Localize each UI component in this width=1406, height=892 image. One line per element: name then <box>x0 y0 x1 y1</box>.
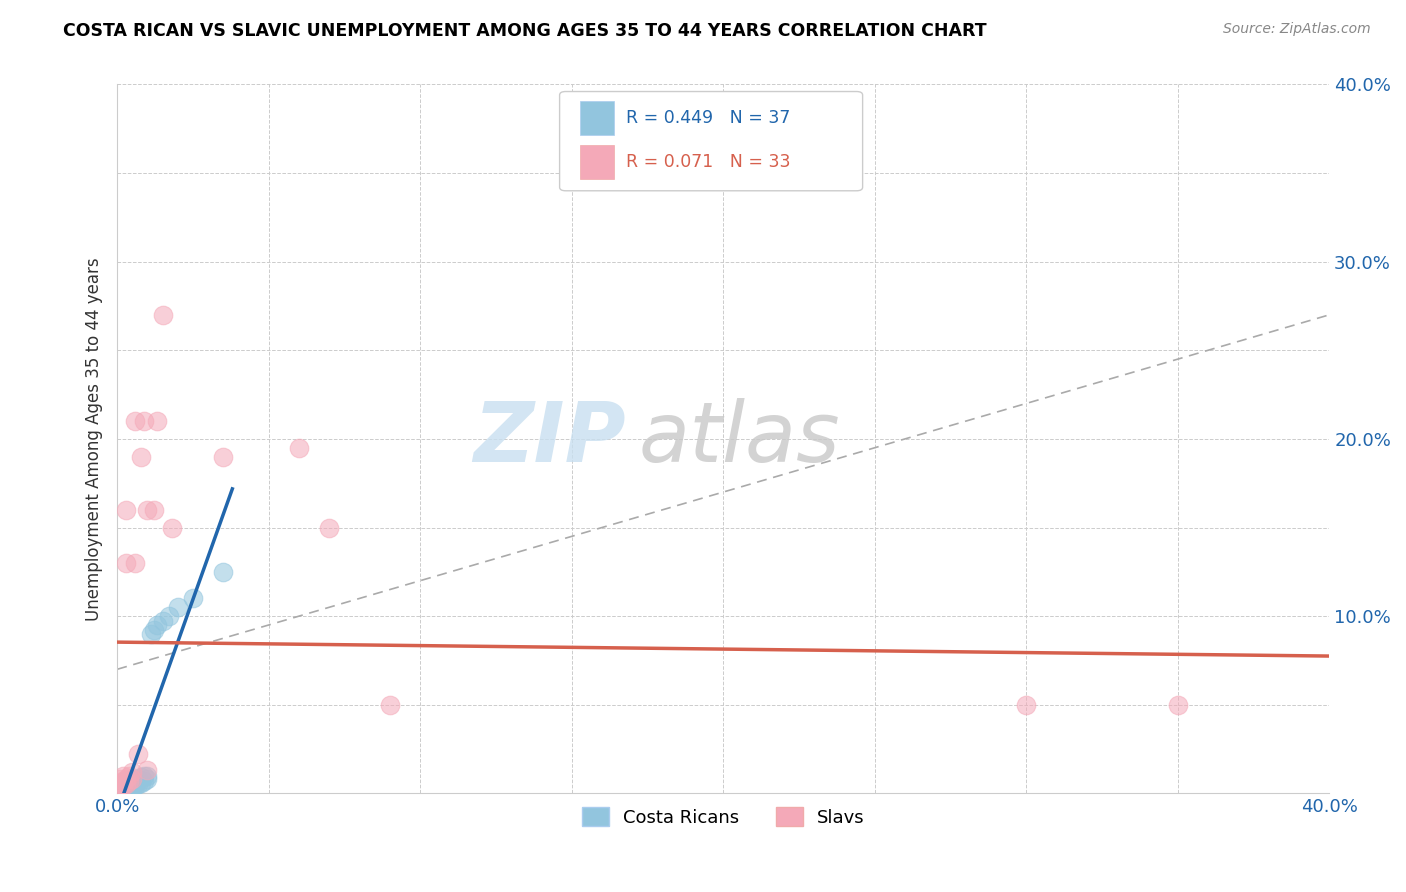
Point <box>121 772 143 787</box>
Point <box>112 779 135 793</box>
Point <box>166 600 188 615</box>
Point <box>127 772 149 787</box>
Point <box>115 780 138 795</box>
Point <box>127 747 149 762</box>
Point <box>112 782 135 797</box>
Point <box>110 784 132 798</box>
Point <box>112 773 135 788</box>
Point <box>127 777 149 791</box>
Y-axis label: Unemployment Among Ages 35 to 44 years: Unemployment Among Ages 35 to 44 years <box>86 257 103 621</box>
Point <box>152 615 174 629</box>
Point <box>318 520 340 534</box>
FancyBboxPatch shape <box>581 101 614 135</box>
Point <box>139 627 162 641</box>
Point <box>115 556 138 570</box>
Point <box>121 775 143 789</box>
Legend: Costa Ricans, Slavs: Costa Ricans, Slavs <box>575 800 872 834</box>
Point <box>136 772 159 787</box>
Point <box>118 777 141 791</box>
FancyBboxPatch shape <box>560 92 863 191</box>
Point <box>115 777 138 791</box>
Text: R = 0.071   N = 33: R = 0.071 N = 33 <box>626 153 790 170</box>
Point <box>131 771 153 785</box>
Point <box>118 780 141 795</box>
Point <box>124 777 146 791</box>
Point <box>115 773 138 788</box>
Point <box>131 450 153 464</box>
Point <box>212 565 235 579</box>
Point <box>112 775 135 789</box>
Point <box>157 609 180 624</box>
Point <box>112 769 135 783</box>
Point <box>110 780 132 795</box>
Point <box>105 777 128 791</box>
Point <box>134 414 156 428</box>
Point <box>110 772 132 787</box>
Point <box>121 765 143 780</box>
Point <box>1015 698 1038 712</box>
Point <box>112 779 135 793</box>
Point <box>110 777 132 791</box>
Point <box>121 780 143 795</box>
Point <box>142 503 165 517</box>
Point <box>121 779 143 793</box>
Text: ZIP: ZIP <box>474 399 626 479</box>
Point <box>152 308 174 322</box>
Point <box>115 777 138 791</box>
Point <box>136 503 159 517</box>
Point <box>118 773 141 788</box>
Point <box>110 775 132 789</box>
Point <box>110 780 132 795</box>
Point <box>160 520 183 534</box>
Point <box>378 698 401 712</box>
Point <box>118 769 141 783</box>
Point <box>124 773 146 788</box>
Point <box>181 591 204 606</box>
Point <box>105 782 128 797</box>
Point <box>131 775 153 789</box>
Point <box>134 769 156 783</box>
Point <box>124 779 146 793</box>
Text: COSTA RICAN VS SLAVIC UNEMPLOYMENT AMONG AGES 35 TO 44 YEARS CORRELATION CHART: COSTA RICAN VS SLAVIC UNEMPLOYMENT AMONG… <box>63 22 987 40</box>
Point <box>124 556 146 570</box>
Point <box>212 450 235 464</box>
Point <box>1167 698 1189 712</box>
Text: Source: ZipAtlas.com: Source: ZipAtlas.com <box>1223 22 1371 37</box>
Point <box>136 764 159 778</box>
Point <box>134 773 156 788</box>
Point <box>145 618 167 632</box>
Point <box>142 624 165 638</box>
Point <box>145 414 167 428</box>
Point <box>288 441 311 455</box>
Point <box>105 779 128 793</box>
Text: R = 0.449   N = 37: R = 0.449 N = 37 <box>626 109 790 127</box>
Point <box>118 773 141 788</box>
Point <box>115 782 138 797</box>
Point <box>105 782 128 797</box>
Text: atlas: atlas <box>638 399 839 479</box>
FancyBboxPatch shape <box>581 145 614 178</box>
Point <box>115 772 138 787</box>
Point <box>115 503 138 517</box>
Point <box>124 414 146 428</box>
Point <box>136 769 159 783</box>
